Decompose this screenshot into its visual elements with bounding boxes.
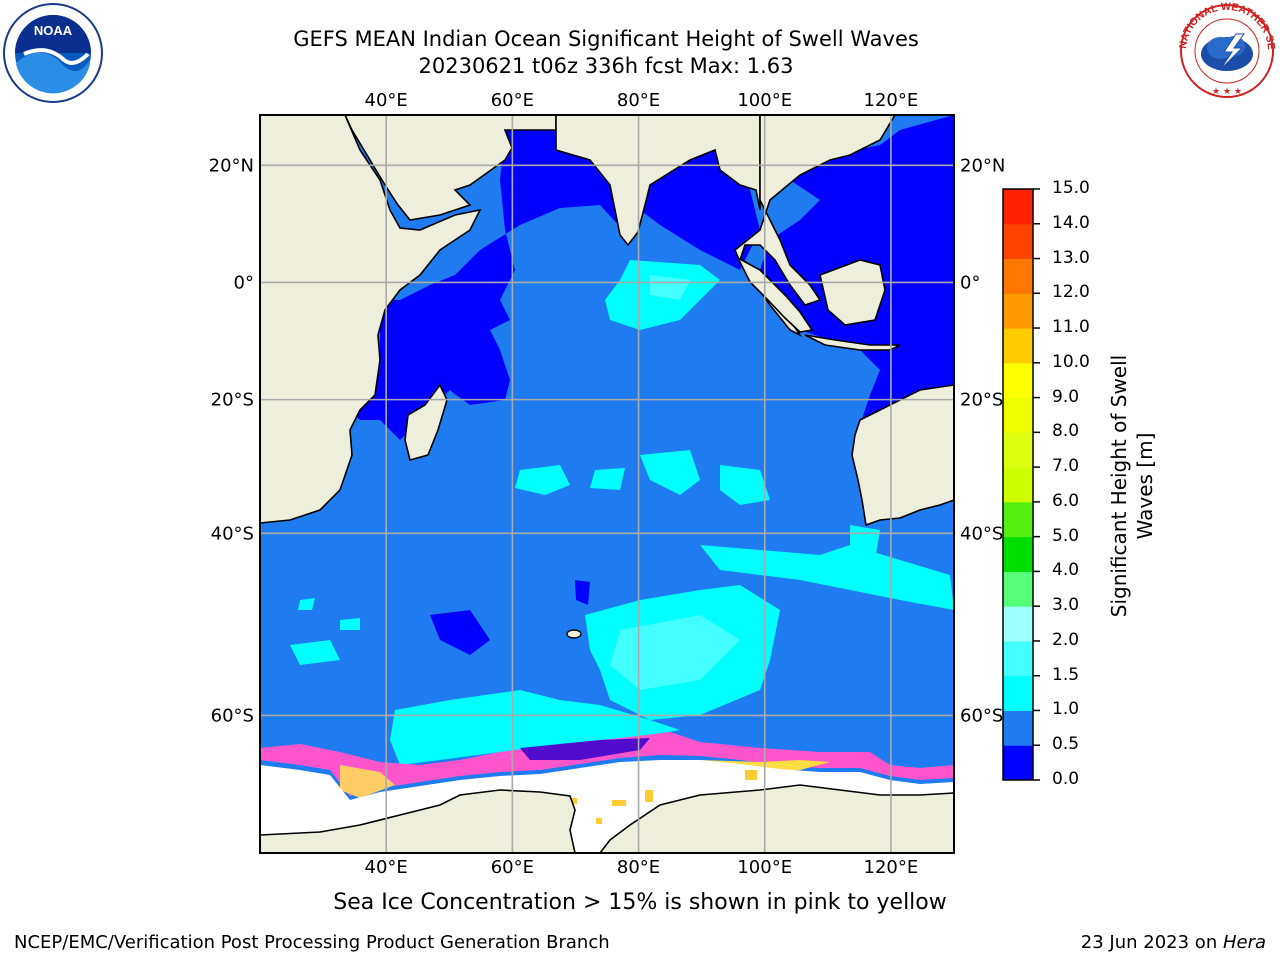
colorbar-bin <box>1003 189 1033 225</box>
colorbar-tick-label: 3.0 <box>1052 595 1080 616</box>
islands <box>566 629 582 639</box>
lon-label-bottom: 80°E <box>617 857 660 878</box>
colorbar-tick-label: 12.0 <box>1052 282 1090 303</box>
lon-label-top: 60°E <box>491 90 534 111</box>
colorbar-bin <box>1003 536 1033 572</box>
colorbar-bin <box>1003 328 1033 364</box>
colorbar-tick-label: 2.0 <box>1052 629 1080 650</box>
map-grid <box>260 115 954 853</box>
colorbar-tick-label: 1.0 <box>1052 699 1080 720</box>
colorbar-tick-label: 13.0 <box>1052 247 1090 268</box>
lat-label-left: 40°S <box>211 523 254 544</box>
colorbar-bin <box>1003 675 1033 711</box>
colorbar-bin <box>1003 745 1033 781</box>
lat-label-right: 0° <box>960 272 980 293</box>
lat-label-left: 0° <box>234 272 254 293</box>
light-swell-patches <box>610 275 740 690</box>
colorbar-bin <box>1003 467 1033 503</box>
colorbar-bin <box>1003 432 1033 468</box>
lon-label-top: 80°E <box>617 90 660 111</box>
lon-label-top: 120°E <box>864 90 919 111</box>
lon-label-top: 40°E <box>365 90 408 111</box>
colorbar-bin <box>1003 362 1033 399</box>
colorbar-tick-label: 8.0 <box>1052 421 1080 442</box>
colorbar-tick-label: 10.0 <box>1052 351 1090 372</box>
colorbar-bin <box>1003 258 1033 294</box>
lat-label-left: 20°N <box>209 155 254 176</box>
colorbar-tick-label: 5.0 <box>1052 525 1080 546</box>
colorbar-tick-label: 11.0 <box>1052 317 1090 338</box>
colorbar-bin <box>1003 640 1033 677</box>
chart-title: GEFS MEAN Indian Ocean Significant Heigh… <box>293 27 919 51</box>
svg-text:★ ★ ★: ★ ★ ★ <box>1212 87 1242 97</box>
footer-date: 23 Jun 2023 on Hera <box>1081 932 1266 953</box>
colorbar-tick-label: 7.0 <box>1052 456 1080 477</box>
colorbar-tick-label: 9.0 <box>1052 386 1080 407</box>
lat-label-left: 20°S <box>211 390 254 411</box>
colorbar-bin <box>1003 501 1033 538</box>
colorbar-label: Significant Height of Swell Waves [m] <box>1107 354 1157 618</box>
chart-subtitle: 20230621 t06z 336h fcst Max: 1.63 <box>418 54 794 78</box>
lat-label-right: 60°S <box>960 705 1003 726</box>
lat-label-right: 40°S <box>960 523 1003 544</box>
lon-label-bottom: 60°E <box>491 857 534 878</box>
lat-label-right: 20°S <box>960 390 1003 411</box>
colorbar-bin <box>1003 223 1033 260</box>
lat-label-left: 60°S <box>211 705 254 726</box>
noaa-logo-text: NOAA <box>34 23 73 38</box>
footer-date-text: 23 Jun 2023 on <box>1080 932 1223 953</box>
colorbar-tick-label: 4.0 <box>1052 560 1080 581</box>
colorbar-tick-label: 15.0 <box>1052 178 1090 198</box>
footer-machine: Hera <box>1222 932 1266 953</box>
lon-label-bottom: 40°E <box>365 857 408 878</box>
noaa-logo-icon: NOAA <box>3 3 103 103</box>
lon-label-bottom: 100°E <box>737 857 792 878</box>
colorbar-bin <box>1003 571 1033 607</box>
map-frame <box>259 114 955 854</box>
colorbar-tick-label: 0.0 <box>1052 769 1080 789</box>
colorbar-bin <box>1003 710 1033 746</box>
lon-label-top: 100°E <box>737 90 792 111</box>
colorbar-bin <box>1003 397 1033 433</box>
footer-credit: NCEP/EMC/Verification Post Processing Pr… <box>14 932 610 953</box>
land-masses <box>260 115 954 853</box>
nws-logo-icon: NATIONAL WEATHER SERVICE ★ ★ ★ <box>1176 2 1277 98</box>
colorbar-tick-label: 6.0 <box>1052 490 1080 511</box>
colorbar-tick-label: 0.5 <box>1052 734 1080 755</box>
colorbar-tick-label: 14.0 <box>1052 212 1090 233</box>
colorbar-tick-label: 1.5 <box>1052 664 1080 685</box>
lat-label-right: 20°N <box>960 155 1005 176</box>
colorbar-bin <box>1003 293 1033 329</box>
lon-label-bottom: 120°E <box>864 857 919 878</box>
colorbar-bin <box>1003 606 1033 642</box>
colorbar-frame <box>1002 188 1034 781</box>
sea-ice-note: Sea Ice Concentration > 15% is shown in … <box>333 890 947 915</box>
